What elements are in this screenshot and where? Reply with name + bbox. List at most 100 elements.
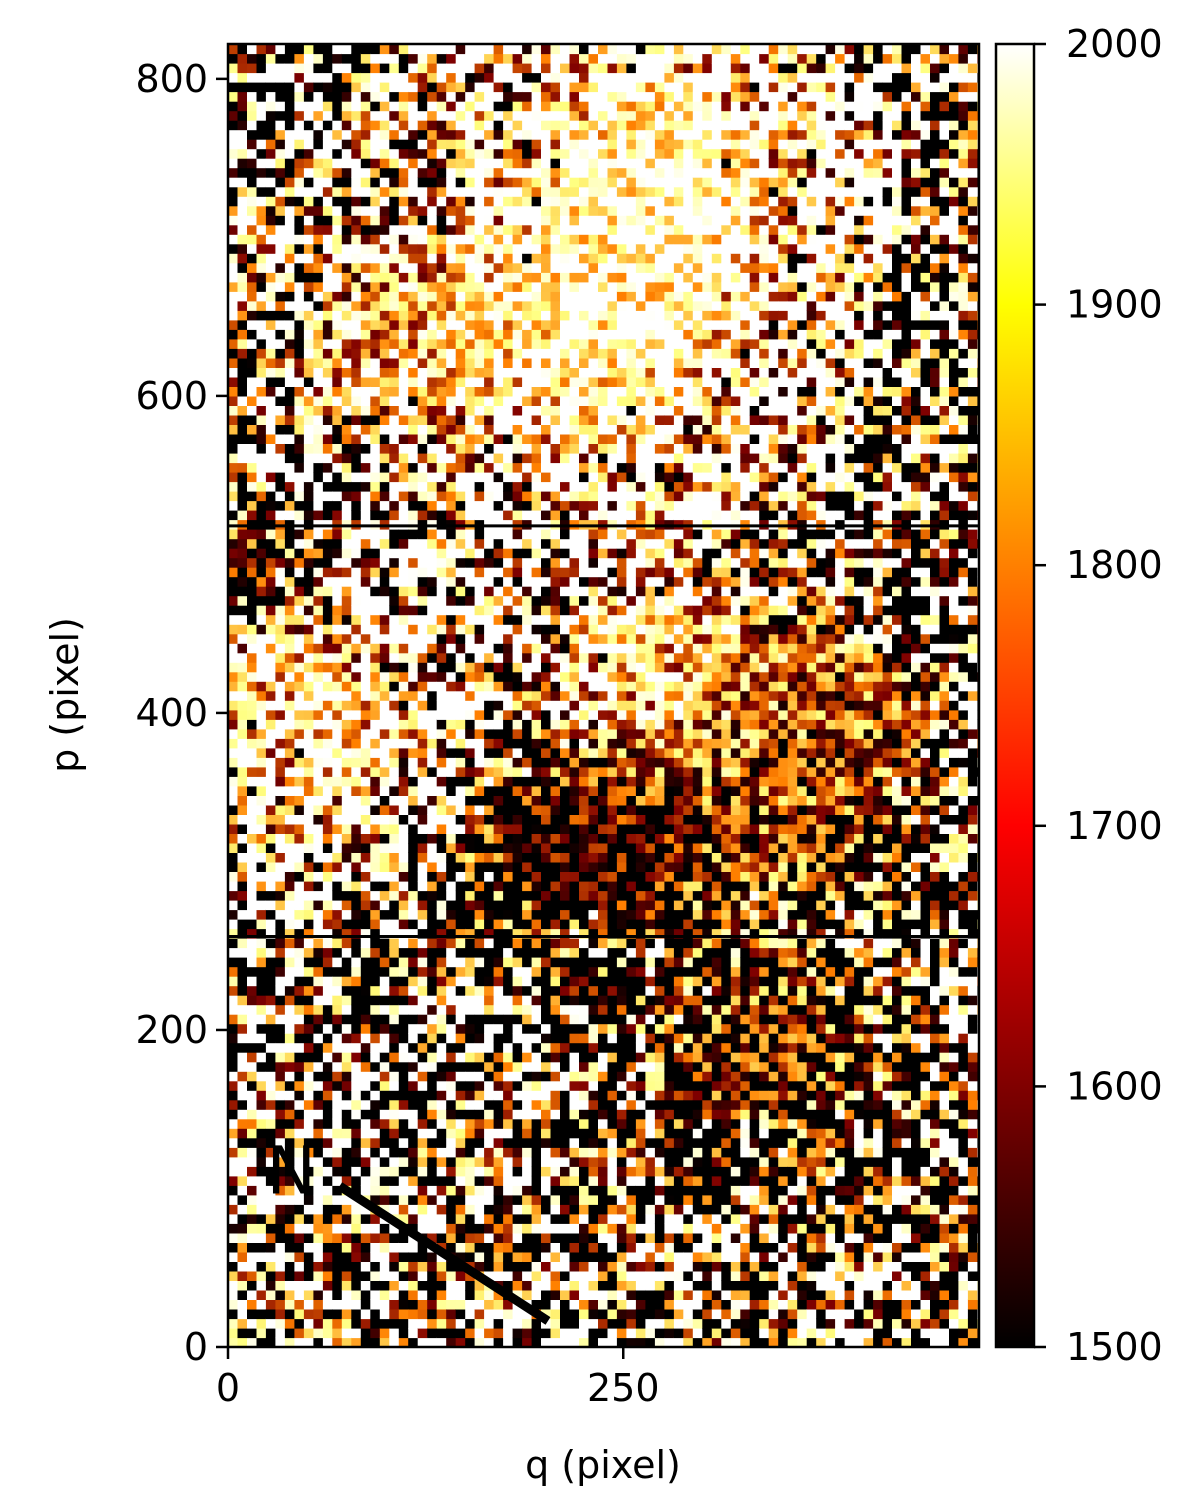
heatmap-cell bbox=[446, 376, 457, 387]
heatmap-cell bbox=[417, 167, 428, 178]
heatmap-cell bbox=[303, 852, 314, 863]
heatmap-cell bbox=[541, 671, 552, 682]
heatmap-cell bbox=[351, 700, 362, 711]
heatmap-cell bbox=[247, 652, 258, 663]
heatmap-cell bbox=[322, 1337, 333, 1347]
heatmap-cell bbox=[379, 976, 390, 987]
heatmap-cell bbox=[360, 443, 371, 454]
heatmap-cell bbox=[322, 814, 333, 825]
heatmap-cell bbox=[484, 72, 495, 83]
heatmap-cell bbox=[493, 500, 504, 511]
heatmap-cell bbox=[455, 1328, 466, 1339]
heatmap-cell bbox=[465, 1309, 476, 1320]
heatmap-cell bbox=[322, 262, 333, 273]
heatmap-cell bbox=[389, 1318, 400, 1329]
heatmap-cell bbox=[417, 671, 428, 682]
heatmap-cell bbox=[474, 1071, 485, 1082]
heatmap-cell bbox=[408, 1289, 419, 1300]
heatmap-cell bbox=[503, 139, 514, 150]
heatmap-cell bbox=[512, 1213, 523, 1224]
heatmap-cell bbox=[560, 72, 571, 83]
heatmap-cell bbox=[455, 196, 466, 207]
heatmap-cell bbox=[284, 890, 295, 901]
heatmap-cell bbox=[379, 376, 390, 387]
heatmap-cell bbox=[228, 823, 239, 834]
heatmap-cell bbox=[550, 1052, 561, 1063]
heatmap-cell bbox=[522, 662, 533, 673]
heatmap-cell bbox=[512, 1309, 523, 1320]
heatmap-cell bbox=[228, 234, 239, 245]
heatmap-cell bbox=[370, 766, 381, 777]
heatmap-cell bbox=[256, 567, 267, 578]
heatmap-cell bbox=[427, 766, 438, 777]
heatmap-cell bbox=[417, 376, 428, 387]
heatmap-cell bbox=[313, 757, 324, 768]
heatmap-cell bbox=[360, 614, 371, 625]
heatmap-cell bbox=[531, 319, 542, 330]
heatmap-cell bbox=[275, 909, 286, 920]
heatmap-cell bbox=[275, 1042, 286, 1053]
heatmap-cell bbox=[417, 1337, 428, 1347]
heatmap-cell bbox=[531, 510, 542, 521]
heatmap-cell bbox=[341, 795, 352, 806]
heatmap-cell bbox=[446, 1242, 457, 1253]
heatmap-cell bbox=[550, 700, 561, 711]
heatmap-cell bbox=[351, 329, 362, 340]
heatmap-cell bbox=[303, 747, 314, 758]
heatmap-cell bbox=[284, 281, 295, 292]
heatmap-cell bbox=[408, 881, 419, 892]
heatmap-cell bbox=[493, 757, 504, 768]
heatmap-cell bbox=[398, 633, 409, 644]
heatmap-cell bbox=[332, 424, 343, 435]
heatmap-cell bbox=[503, 205, 514, 216]
heatmap-cell bbox=[503, 804, 514, 815]
heatmap-cell bbox=[436, 1337, 447, 1347]
heatmap-cell bbox=[503, 1090, 514, 1101]
heatmap-cell bbox=[408, 1156, 419, 1167]
heatmap-cell bbox=[465, 938, 476, 949]
heatmap-cell bbox=[427, 633, 438, 644]
heatmap-cell bbox=[313, 386, 324, 397]
heatmap-cell bbox=[446, 139, 457, 150]
heatmap-cell bbox=[550, 1270, 561, 1281]
heatmap-cell bbox=[560, 719, 571, 730]
heatmap-cell bbox=[493, 376, 504, 387]
heatmap-cell bbox=[341, 1251, 352, 1262]
heatmap-cell bbox=[484, 243, 495, 254]
heatmap-cell bbox=[389, 148, 400, 159]
heatmap-cell bbox=[484, 785, 495, 796]
heatmap-cell bbox=[303, 253, 314, 264]
heatmap-cell bbox=[360, 900, 371, 911]
heatmap-cell bbox=[303, 1213, 314, 1224]
heatmap-cell bbox=[313, 881, 324, 892]
heatmap-cell bbox=[560, 976, 571, 987]
heatmap-cell bbox=[303, 947, 314, 958]
heatmap-cell bbox=[522, 329, 533, 340]
heatmap-cell bbox=[341, 63, 352, 74]
heatmap-cell bbox=[265, 881, 276, 892]
heatmap-cell bbox=[303, 53, 314, 64]
heatmap-cell bbox=[427, 224, 438, 235]
heatmap-cell bbox=[541, 643, 552, 654]
heatmap-cell bbox=[541, 234, 552, 245]
heatmap-cell bbox=[265, 177, 276, 188]
heatmap-cell bbox=[417, 44, 428, 55]
heatmap-cell bbox=[493, 1042, 504, 1053]
heatmap-cell bbox=[275, 386, 286, 397]
heatmap-cell bbox=[265, 842, 276, 853]
heatmap-cell bbox=[522, 785, 533, 796]
heatmap-cell bbox=[256, 167, 267, 178]
heatmap-cell bbox=[389, 1223, 400, 1234]
heatmap-cell bbox=[341, 1270, 352, 1281]
heatmap-cell bbox=[284, 576, 295, 587]
heatmap-cell bbox=[322, 281, 333, 292]
heatmap-cell bbox=[256, 196, 267, 207]
heatmap-cell bbox=[560, 1299, 571, 1310]
heatmap-cell bbox=[341, 624, 352, 635]
heatmap-cell bbox=[446, 1289, 457, 1300]
heatmap-cell bbox=[237, 700, 248, 711]
heatmap-cell bbox=[247, 823, 258, 834]
heatmap-cell bbox=[569, 1128, 580, 1139]
heatmap-cell bbox=[370, 433, 381, 444]
